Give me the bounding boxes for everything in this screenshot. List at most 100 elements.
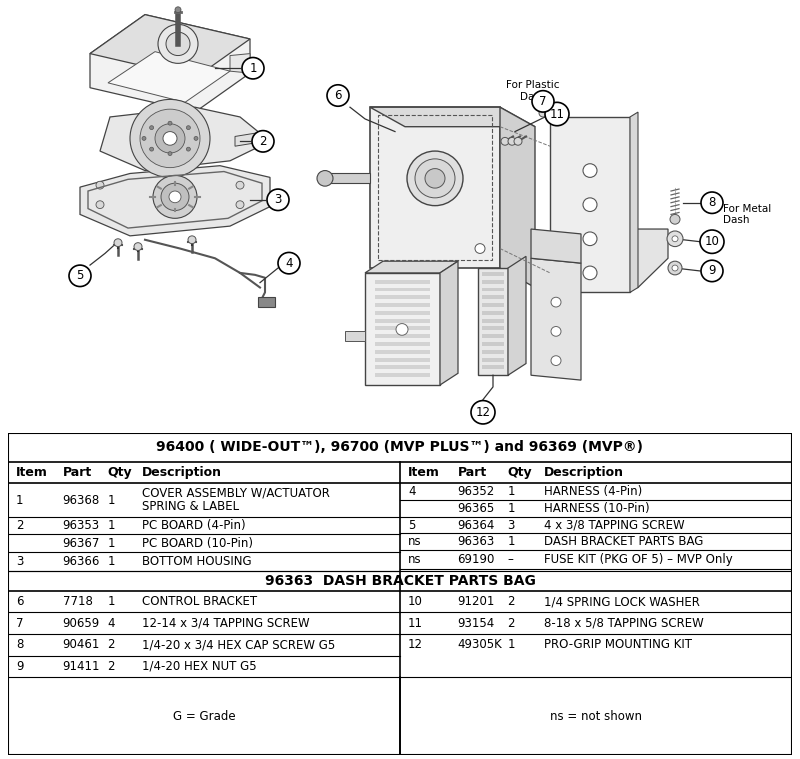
Text: 96363: 96363 bbox=[458, 535, 495, 548]
Text: Item: Item bbox=[408, 466, 440, 479]
Circle shape bbox=[142, 137, 146, 140]
Text: Part: Part bbox=[458, 466, 487, 479]
Polygon shape bbox=[365, 273, 440, 385]
Circle shape bbox=[672, 236, 678, 241]
Circle shape bbox=[551, 298, 561, 307]
Polygon shape bbox=[230, 54, 250, 73]
Text: Part: Part bbox=[62, 466, 92, 479]
Text: 69190: 69190 bbox=[458, 553, 495, 565]
Circle shape bbox=[583, 266, 597, 280]
Polygon shape bbox=[375, 303, 430, 307]
Circle shape bbox=[175, 7, 181, 13]
Circle shape bbox=[252, 131, 274, 152]
Text: For Plastic
Dash: For Plastic Dash bbox=[506, 80, 560, 102]
Text: PC BOARD (10-Pin): PC BOARD (10-Pin) bbox=[142, 537, 253, 550]
Circle shape bbox=[194, 137, 198, 140]
Circle shape bbox=[508, 137, 516, 145]
Text: 4 x 3/8 TAPPING SCREW: 4 x 3/8 TAPPING SCREW bbox=[544, 518, 685, 531]
Circle shape bbox=[96, 181, 104, 189]
Text: 6: 6 bbox=[16, 595, 23, 608]
Text: 96366: 96366 bbox=[62, 555, 100, 568]
Polygon shape bbox=[80, 165, 270, 236]
Text: 1: 1 bbox=[507, 535, 514, 548]
Polygon shape bbox=[375, 288, 430, 291]
Text: 11: 11 bbox=[550, 108, 565, 121]
Text: 8-18 x 5/8 TAPPING SCREW: 8-18 x 5/8 TAPPING SCREW bbox=[544, 617, 704, 630]
Circle shape bbox=[668, 261, 682, 275]
Circle shape bbox=[161, 183, 189, 210]
Text: 1: 1 bbox=[107, 493, 114, 506]
Polygon shape bbox=[482, 295, 504, 299]
Text: 1: 1 bbox=[507, 485, 514, 498]
Text: 10: 10 bbox=[408, 595, 423, 608]
Circle shape bbox=[168, 121, 172, 125]
Circle shape bbox=[583, 232, 597, 246]
Circle shape bbox=[158, 24, 198, 63]
Text: 11: 11 bbox=[408, 617, 423, 630]
Circle shape bbox=[672, 265, 678, 271]
Text: ns: ns bbox=[408, 553, 422, 565]
Circle shape bbox=[317, 171, 333, 186]
Polygon shape bbox=[482, 350, 504, 354]
Circle shape bbox=[532, 90, 554, 112]
Polygon shape bbox=[550, 229, 668, 292]
Text: 6: 6 bbox=[334, 89, 342, 102]
Text: 3: 3 bbox=[16, 555, 23, 568]
Circle shape bbox=[583, 164, 597, 178]
Circle shape bbox=[168, 152, 172, 156]
Polygon shape bbox=[482, 319, 504, 323]
Circle shape bbox=[96, 201, 104, 209]
Text: 3: 3 bbox=[274, 194, 282, 206]
Polygon shape bbox=[482, 366, 504, 370]
Circle shape bbox=[267, 189, 289, 210]
Polygon shape bbox=[440, 261, 458, 385]
Polygon shape bbox=[482, 272, 504, 276]
Circle shape bbox=[396, 323, 408, 335]
Text: 1: 1 bbox=[250, 61, 257, 74]
Circle shape bbox=[242, 58, 264, 79]
Text: 12: 12 bbox=[475, 406, 490, 419]
Polygon shape bbox=[482, 357, 504, 361]
Text: 12: 12 bbox=[408, 638, 423, 651]
Polygon shape bbox=[550, 117, 630, 292]
Text: 1: 1 bbox=[107, 555, 114, 568]
Text: 10: 10 bbox=[705, 235, 719, 248]
Text: 2: 2 bbox=[259, 135, 266, 148]
Text: 7: 7 bbox=[16, 617, 23, 630]
Circle shape bbox=[539, 109, 547, 117]
Circle shape bbox=[186, 126, 190, 130]
Text: PC BOARD (4-Pin): PC BOARD (4-Pin) bbox=[142, 519, 246, 532]
Text: 1: 1 bbox=[107, 519, 114, 532]
Circle shape bbox=[114, 239, 122, 247]
Text: –: – bbox=[507, 553, 513, 565]
Polygon shape bbox=[100, 107, 270, 171]
Text: 8: 8 bbox=[708, 197, 716, 209]
Circle shape bbox=[551, 326, 561, 336]
Text: DASH BRACKET PARTS BAG: DASH BRACKET PARTS BAG bbox=[544, 535, 703, 548]
Polygon shape bbox=[375, 295, 430, 299]
Polygon shape bbox=[500, 107, 535, 288]
Circle shape bbox=[545, 102, 569, 126]
FancyBboxPatch shape bbox=[8, 433, 792, 755]
Text: 96368: 96368 bbox=[62, 493, 100, 506]
Text: COVER ASSEMBLY W/ACTUATOR: COVER ASSEMBLY W/ACTUATOR bbox=[142, 487, 330, 499]
Circle shape bbox=[583, 198, 597, 212]
Circle shape bbox=[188, 236, 196, 244]
Polygon shape bbox=[482, 311, 504, 315]
Text: 1/4-20 HEX NUT G5: 1/4-20 HEX NUT G5 bbox=[142, 660, 257, 672]
Text: 1: 1 bbox=[107, 595, 114, 608]
Text: 9: 9 bbox=[16, 660, 23, 672]
Polygon shape bbox=[375, 280, 430, 284]
Polygon shape bbox=[531, 258, 581, 380]
Text: 12-14 x 3/4 TAPPING SCREW: 12-14 x 3/4 TAPPING SCREW bbox=[142, 617, 310, 630]
Circle shape bbox=[155, 124, 185, 153]
Circle shape bbox=[551, 356, 561, 366]
Circle shape bbox=[186, 147, 190, 151]
Polygon shape bbox=[531, 229, 581, 263]
Text: 96400 ( WIDE-OUT™), 96700 (MVP PLUS™) and 96369 (MVP®): 96400 ( WIDE-OUT™), 96700 (MVP PLUS™) an… bbox=[157, 440, 643, 455]
Text: 96364: 96364 bbox=[458, 518, 495, 531]
Circle shape bbox=[514, 137, 522, 145]
Circle shape bbox=[163, 131, 177, 145]
Polygon shape bbox=[375, 311, 430, 315]
Polygon shape bbox=[482, 280, 504, 284]
